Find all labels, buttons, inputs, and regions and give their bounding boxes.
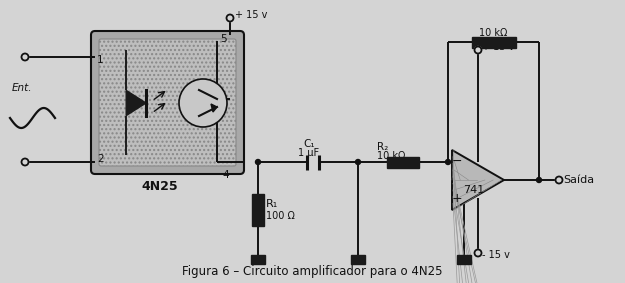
Text: 1: 1 <box>97 55 104 65</box>
Circle shape <box>474 46 481 53</box>
Text: C₁: C₁ <box>303 139 315 149</box>
Text: + 15 v: + 15 v <box>482 42 514 52</box>
Polygon shape <box>211 104 217 112</box>
Polygon shape <box>452 150 504 210</box>
Circle shape <box>21 53 29 61</box>
Text: R₂: R₂ <box>377 142 388 152</box>
Bar <box>457 255 471 264</box>
Circle shape <box>446 160 451 164</box>
Text: R₁: R₁ <box>266 199 278 209</box>
Text: 4: 4 <box>222 170 229 180</box>
Circle shape <box>536 177 541 183</box>
Text: - 15 v: - 15 v <box>482 250 510 260</box>
Text: 100 Ω: 100 Ω <box>266 211 295 221</box>
Circle shape <box>356 160 361 164</box>
Text: Figura 6 – Circuito amplificador para o 4N25: Figura 6 – Circuito amplificador para o … <box>182 265 442 278</box>
Bar <box>252 194 264 226</box>
Text: −: − <box>452 155 462 168</box>
Circle shape <box>256 160 261 164</box>
Text: 741: 741 <box>463 185 484 195</box>
Bar <box>387 156 419 168</box>
Circle shape <box>226 14 234 22</box>
Bar <box>471 37 516 48</box>
Circle shape <box>556 177 562 183</box>
Bar <box>351 255 365 264</box>
Text: +: + <box>452 192 462 205</box>
Polygon shape <box>126 90 146 115</box>
Text: Saída: Saída <box>563 175 594 185</box>
Text: 4N25: 4N25 <box>142 180 179 193</box>
Text: 5: 5 <box>221 34 227 44</box>
Text: 2: 2 <box>97 154 104 164</box>
Circle shape <box>179 79 227 127</box>
Text: 10 kΩ: 10 kΩ <box>479 28 508 38</box>
Text: + 15 v: + 15 v <box>235 10 268 20</box>
Text: 1 μF: 1 μF <box>299 148 319 158</box>
Text: 10 kΩ: 10 kΩ <box>377 151 406 161</box>
Bar <box>251 255 265 264</box>
Text: Ent.: Ent. <box>12 83 32 93</box>
FancyBboxPatch shape <box>91 31 244 174</box>
FancyBboxPatch shape <box>99 39 236 166</box>
Circle shape <box>474 250 481 256</box>
Circle shape <box>21 158 29 166</box>
